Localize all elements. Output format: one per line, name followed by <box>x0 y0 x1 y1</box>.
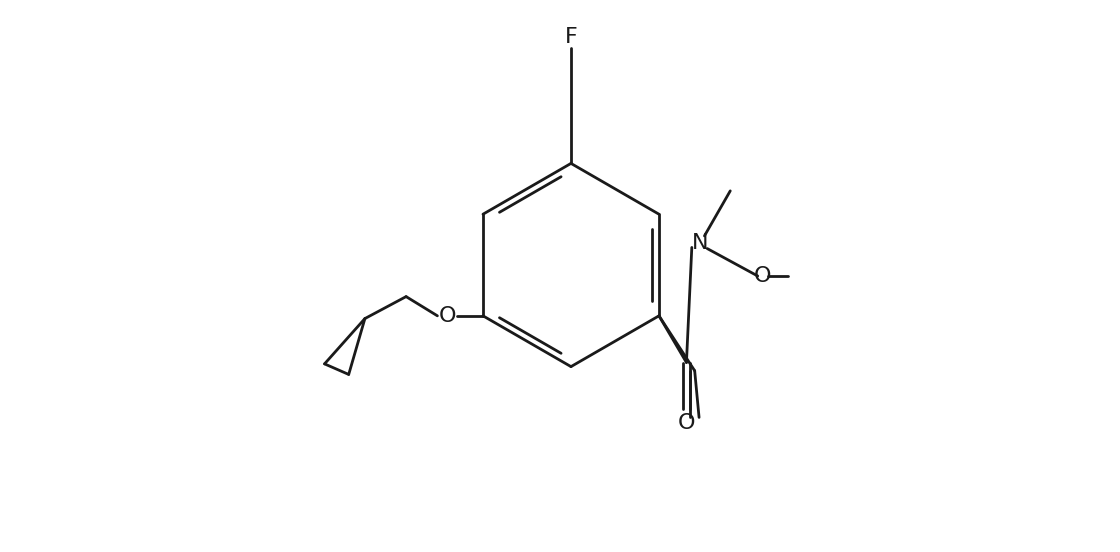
Text: O: O <box>678 413 696 433</box>
Text: N: N <box>692 233 708 253</box>
Text: O: O <box>439 306 456 326</box>
Text: F: F <box>564 27 577 47</box>
Text: O: O <box>754 266 771 286</box>
